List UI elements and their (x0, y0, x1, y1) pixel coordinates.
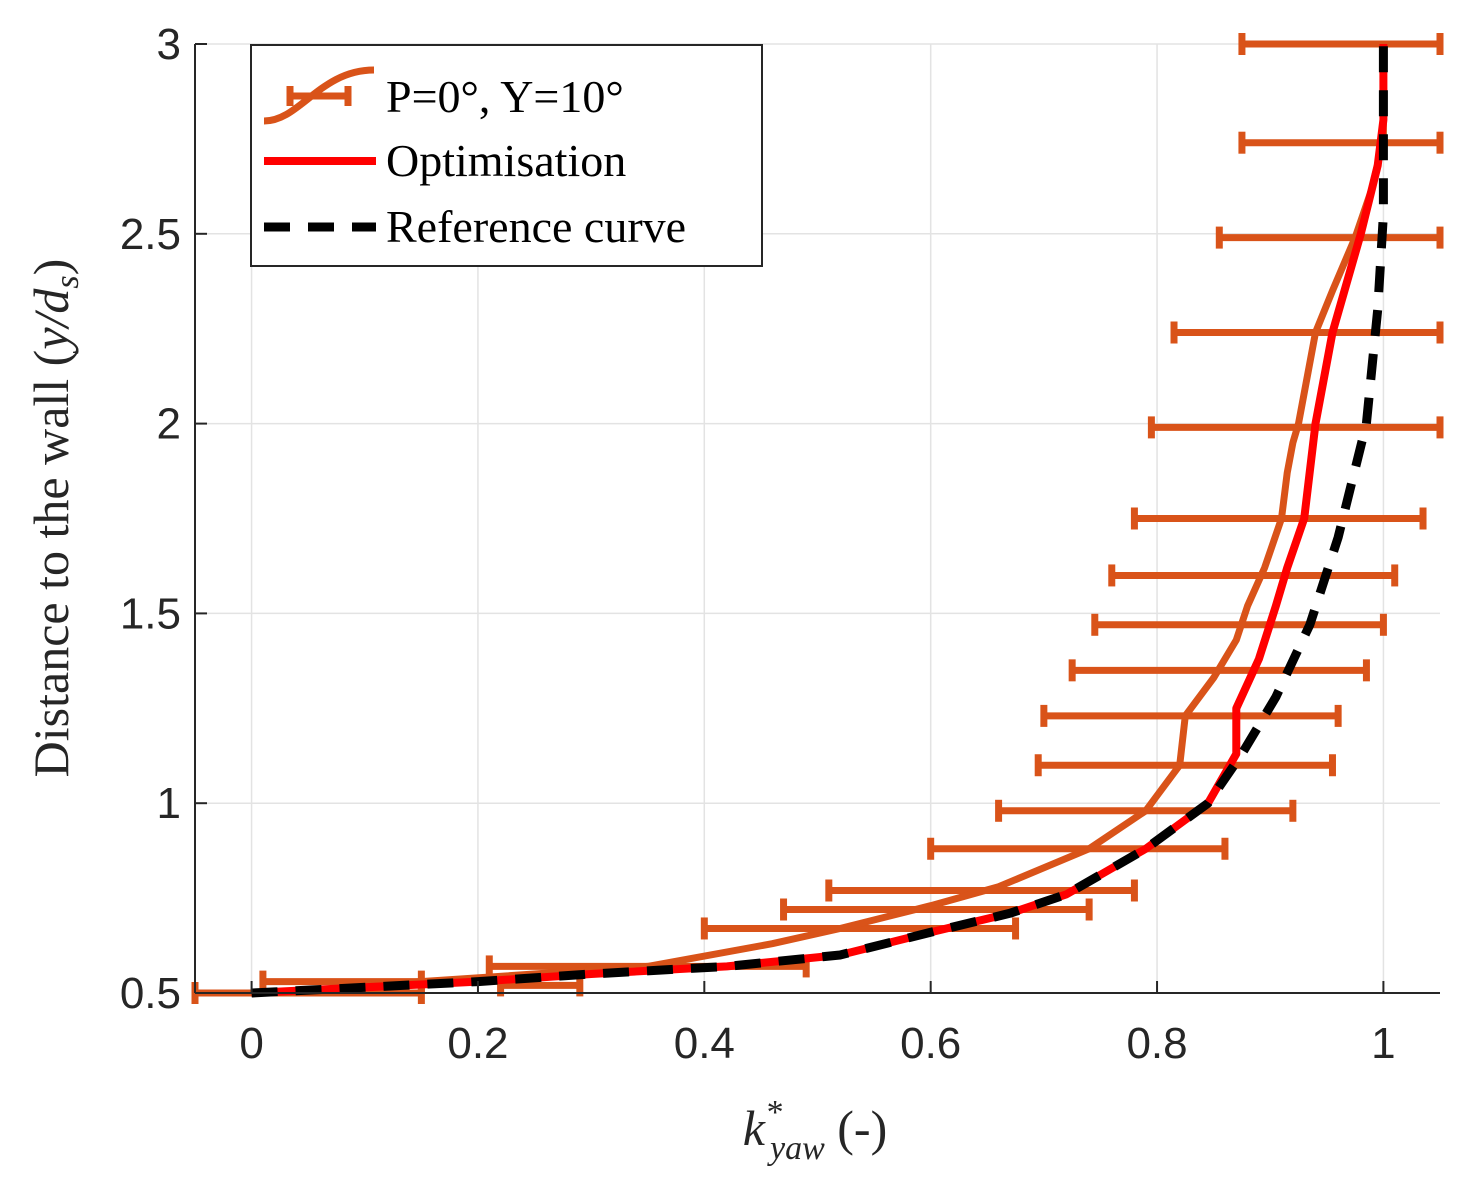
y-tick-label-0: 0.5 (120, 969, 181, 1018)
series-reference-point-8 (1145, 848, 1146, 849)
series-reference-point-2 (591, 974, 592, 975)
legend-label-reference-curve: Reference curve (386, 201, 686, 252)
series-errorbar-point-16 (1287, 472, 1288, 473)
series-errorbar-point-3 (772, 943, 773, 944)
series-optimisation-point-11 (1236, 708, 1237, 709)
legend: P=0°, Y=10° Optimisation Reference curve (250, 44, 763, 267)
series-optimisation-point-20 (1383, 119, 1384, 120)
x-tick-label-0: 0 (239, 1019, 263, 1068)
series-errorbar-point-11 (1213, 677, 1214, 678)
x-axis-title: k* yaw (-) (743, 1094, 887, 1167)
legend-item-reference-curve: Reference curve (264, 201, 686, 252)
series-reference-point-12 (1309, 624, 1310, 625)
series-errorbar-point-7 (1089, 848, 1090, 849)
series-optimisation-point-10 (1236, 753, 1237, 754)
series-reference-point-15 (1377, 309, 1378, 310)
series-errorbar-point-18 (1298, 423, 1299, 424)
x-tick-label-5: 1 (1371, 1019, 1395, 1068)
series-reference-point-9 (1207, 803, 1208, 804)
series-optimisation-point-16 (1315, 423, 1316, 424)
y-tick-label-5: 3 (157, 20, 181, 69)
series-reference-point-10 (1241, 753, 1242, 754)
series-errorbar-point-13 (1247, 605, 1248, 606)
series-optimisation-point-14 (1287, 567, 1288, 568)
series-reference-point-3 (726, 966, 727, 967)
series-optimisation-point-18 (1360, 233, 1361, 234)
legend-item-errorbar-series: P=0°, Y=10° (263, 66, 624, 125)
y-axis-title: Distance to the wall (y/ds) (23, 259, 86, 778)
series-errorbar-point-15 (1281, 518, 1282, 519)
series-optimisation-point-13 (1275, 605, 1276, 606)
series-reference-point-11 (1275, 696, 1276, 697)
legend-label-optimisation: Optimisation (386, 135, 626, 186)
series-reference-point-17 (1383, 44, 1384, 45)
series-reference-point-4 (840, 955, 841, 956)
series-reference-point-5 (930, 932, 931, 933)
series-reference-point-13 (1338, 537, 1339, 538)
axes (194, 44, 1440, 994)
legend-label-errorbar-series: P=0°, Y=10° (386, 71, 624, 122)
series-optimisation-point-19 (1377, 165, 1378, 166)
series-reference-point-7 (1066, 894, 1067, 895)
y-tick-label-2: 1.5 (120, 589, 181, 638)
series-errorbar-point-4 (840, 928, 841, 929)
series-errorbar-point-9 (1179, 765, 1180, 766)
series-errorbar-point-14 (1264, 567, 1265, 568)
series-optimisation-point-12 (1258, 658, 1259, 659)
series-errorbar-line (307, 44, 1387, 997)
series-optimisation-point-15 (1304, 518, 1305, 519)
series-reference-point-16 (1383, 214, 1384, 215)
series-errorbar-point-5 (930, 905, 931, 906)
series-reference-group (251, 44, 1388, 998)
series-reference-point-14 (1366, 423, 1367, 424)
x-tick-label-3: 0.6 (900, 1019, 961, 1068)
x-tick-label-4: 0.8 (1126, 1019, 1187, 1068)
y-tick-label-1: 1 (157, 779, 181, 828)
series-errorbar-point-19 (1315, 332, 1316, 333)
series-errorbar-point-6 (998, 886, 999, 887)
series-errorbar-point-12 (1236, 639, 1237, 640)
series-reference-line (251, 44, 1388, 998)
y-tick-label-3: 2 (157, 400, 181, 449)
series-optimisation-point-17 (1332, 332, 1333, 333)
series-reference-point-6 (1009, 913, 1010, 914)
series-errorbar-point-8 (1145, 810, 1146, 811)
x-tick-label-1: 0.2 (447, 1019, 508, 1068)
series-errorbar-point-10 (1185, 715, 1186, 716)
y-tick-label-4: 2.5 (120, 210, 181, 259)
x-tick-label-2: 0.4 (674, 1019, 735, 1068)
series-errorbar-point-17 (1292, 442, 1293, 443)
legend-item-optimisation: Optimisation (264, 135, 626, 186)
ticks: 0 0.2 0.4 0.6 0.8 1 0.5 1 1.5 2 2.5 3 (120, 20, 1396, 1068)
series-errorbar-point-20 (1332, 290, 1333, 291)
